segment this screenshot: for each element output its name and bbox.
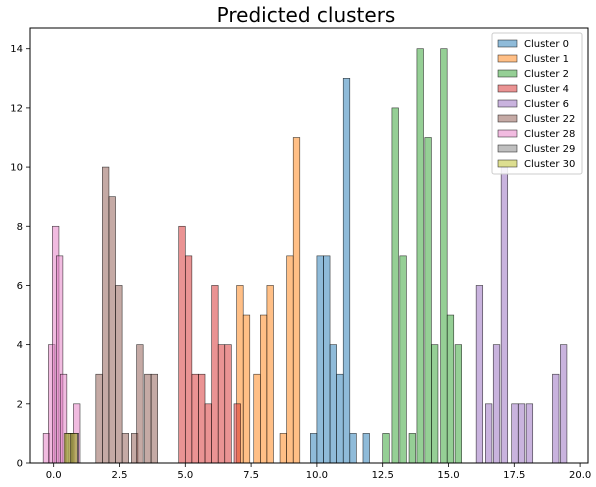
y-tick-label: 0 — [17, 459, 23, 470]
bar-cluster-22-0 — [96, 374, 103, 463]
bar-cluster-4-8 — [234, 404, 241, 463]
legend-swatch — [498, 70, 517, 77]
y-tick-label: 10 — [10, 163, 23, 174]
bar-cluster-6-1 — [485, 404, 492, 463]
y-tick-label: 12 — [10, 103, 23, 114]
legend-swatch — [498, 55, 517, 62]
legend-swatch — [498, 130, 517, 137]
bar-cluster-2-6 — [431, 345, 438, 463]
legend-label: Cluster 0 — [524, 39, 569, 50]
bar-cluster-0-7 — [363, 433, 370, 463]
bar-cluster-6-0 — [476, 285, 483, 463]
x-tick-label: 7.5 — [243, 470, 259, 481]
y-tick-label: 14 — [10, 44, 23, 55]
bar-cluster-4-7 — [225, 345, 232, 463]
bar-cluster-0-6 — [350, 433, 357, 463]
bar-cluster-0-4 — [337, 374, 344, 463]
bar-cluster-2-5 — [425, 137, 432, 463]
bar-cluster-4-2 — [192, 374, 199, 463]
bar-cluster-2-1 — [392, 108, 399, 463]
legend-label: Cluster 1 — [524, 54, 569, 65]
bar-cluster-6-4 — [512, 404, 519, 463]
bar-cluster-0-2 — [323, 256, 330, 463]
bar-cluster-4-4 — [205, 404, 212, 463]
y-tick-label: 8 — [17, 222, 23, 233]
bar-cluster-1-4 — [267, 285, 274, 463]
bar-cluster-6-5 — [518, 404, 525, 463]
x-tick-label: 10.0 — [306, 470, 328, 481]
bar-cluster-6-2 — [493, 345, 500, 463]
bar-cluster-4-6 — [218, 345, 225, 463]
x-tick-label: 5.0 — [177, 470, 193, 481]
legend-label: Cluster 28 — [524, 129, 575, 140]
bar-cluster-30-0 — [64, 433, 71, 463]
legend-label: Cluster 6 — [524, 99, 569, 110]
bar-cluster-2-9 — [455, 345, 462, 463]
bar-cluster-1-1 — [243, 315, 250, 463]
legend-label: Cluster 2 — [524, 69, 569, 80]
x-tick-label: 17.5 — [503, 470, 525, 481]
bar-cluster-6-8 — [560, 345, 567, 463]
bar-cluster-6-6 — [526, 404, 533, 463]
bar-cluster-22-2 — [109, 197, 116, 463]
bar-cluster-1-7 — [293, 137, 300, 463]
x-axis: 0.0 2.5 5.0 7.5 10.0 12.5 15.0 17.5 20.0 — [46, 463, 592, 481]
x-tick-label: 15.0 — [437, 470, 459, 481]
y-axis: 0 2 4 6 8 10 12 14 — [10, 44, 30, 469]
bar-cluster-30-1 — [71, 433, 78, 463]
bar-cluster-1-2 — [254, 374, 261, 463]
bar-cluster-1-5 — [280, 433, 287, 463]
legend-swatch — [498, 115, 517, 122]
bar-cluster-6-7 — [552, 374, 559, 463]
bar-cluster-1-6 — [287, 256, 294, 463]
bar-cluster-22-4 — [122, 433, 129, 463]
x-tick-label: 12.5 — [372, 470, 394, 481]
bar-cluster-4-5 — [212, 285, 219, 463]
y-tick-label: 4 — [17, 340, 23, 351]
y-tick-label: 2 — [17, 399, 23, 410]
x-tick-label: 2.5 — [112, 470, 128, 481]
legend-swatch — [498, 40, 517, 47]
legend-swatch — [498, 160, 517, 167]
legend-label: Cluster 22 — [524, 114, 575, 125]
bar-cluster-2-0 — [383, 433, 390, 463]
bar-cluster-2-3 — [409, 433, 416, 463]
x-tick-label: 0.0 — [46, 470, 62, 481]
bar-cluster-6-3 — [501, 167, 508, 463]
bar-cluster-2-8 — [447, 315, 454, 463]
legend: Cluster 0 Cluster 1 Cluster 2 Cluster 4 Clus… — [492, 33, 582, 174]
bar-cluster-2-4 — [417, 49, 424, 463]
bar-cluster-2-2 — [400, 256, 407, 463]
bar-cluster-22-8 — [151, 374, 158, 463]
bar-cluster-0-0 — [310, 433, 317, 463]
bars-layer — [43, 49, 567, 463]
bar-cluster-22-3 — [116, 285, 123, 463]
bar-cluster-22-1 — [102, 167, 109, 463]
bar-cluster-0-1 — [317, 256, 324, 463]
legend-swatch — [498, 100, 517, 107]
bar-cluster-4-1 — [185, 256, 192, 463]
legend-label: Cluster 30 — [524, 159, 575, 170]
bar-cluster-4-3 — [198, 374, 205, 463]
chart-title: Predicted clusters — [217, 3, 396, 27]
legend-swatch — [498, 145, 517, 152]
legend-swatch — [498, 85, 517, 92]
bar-cluster-0-5 — [343, 78, 350, 463]
bar-cluster-22-6 — [137, 345, 144, 463]
bar-cluster-0-3 — [330, 345, 337, 463]
x-tick-label: 20.0 — [569, 470, 591, 481]
y-tick-label: 6 — [17, 281, 23, 292]
bar-cluster-2-7 — [441, 49, 448, 463]
legend-label: Cluster 4 — [524, 84, 569, 95]
bar-cluster-4-0 — [179, 226, 186, 463]
legend-label: Cluster 29 — [524, 144, 575, 155]
bar-cluster-22-7 — [145, 374, 152, 463]
bar-cluster-1-3 — [260, 315, 267, 463]
